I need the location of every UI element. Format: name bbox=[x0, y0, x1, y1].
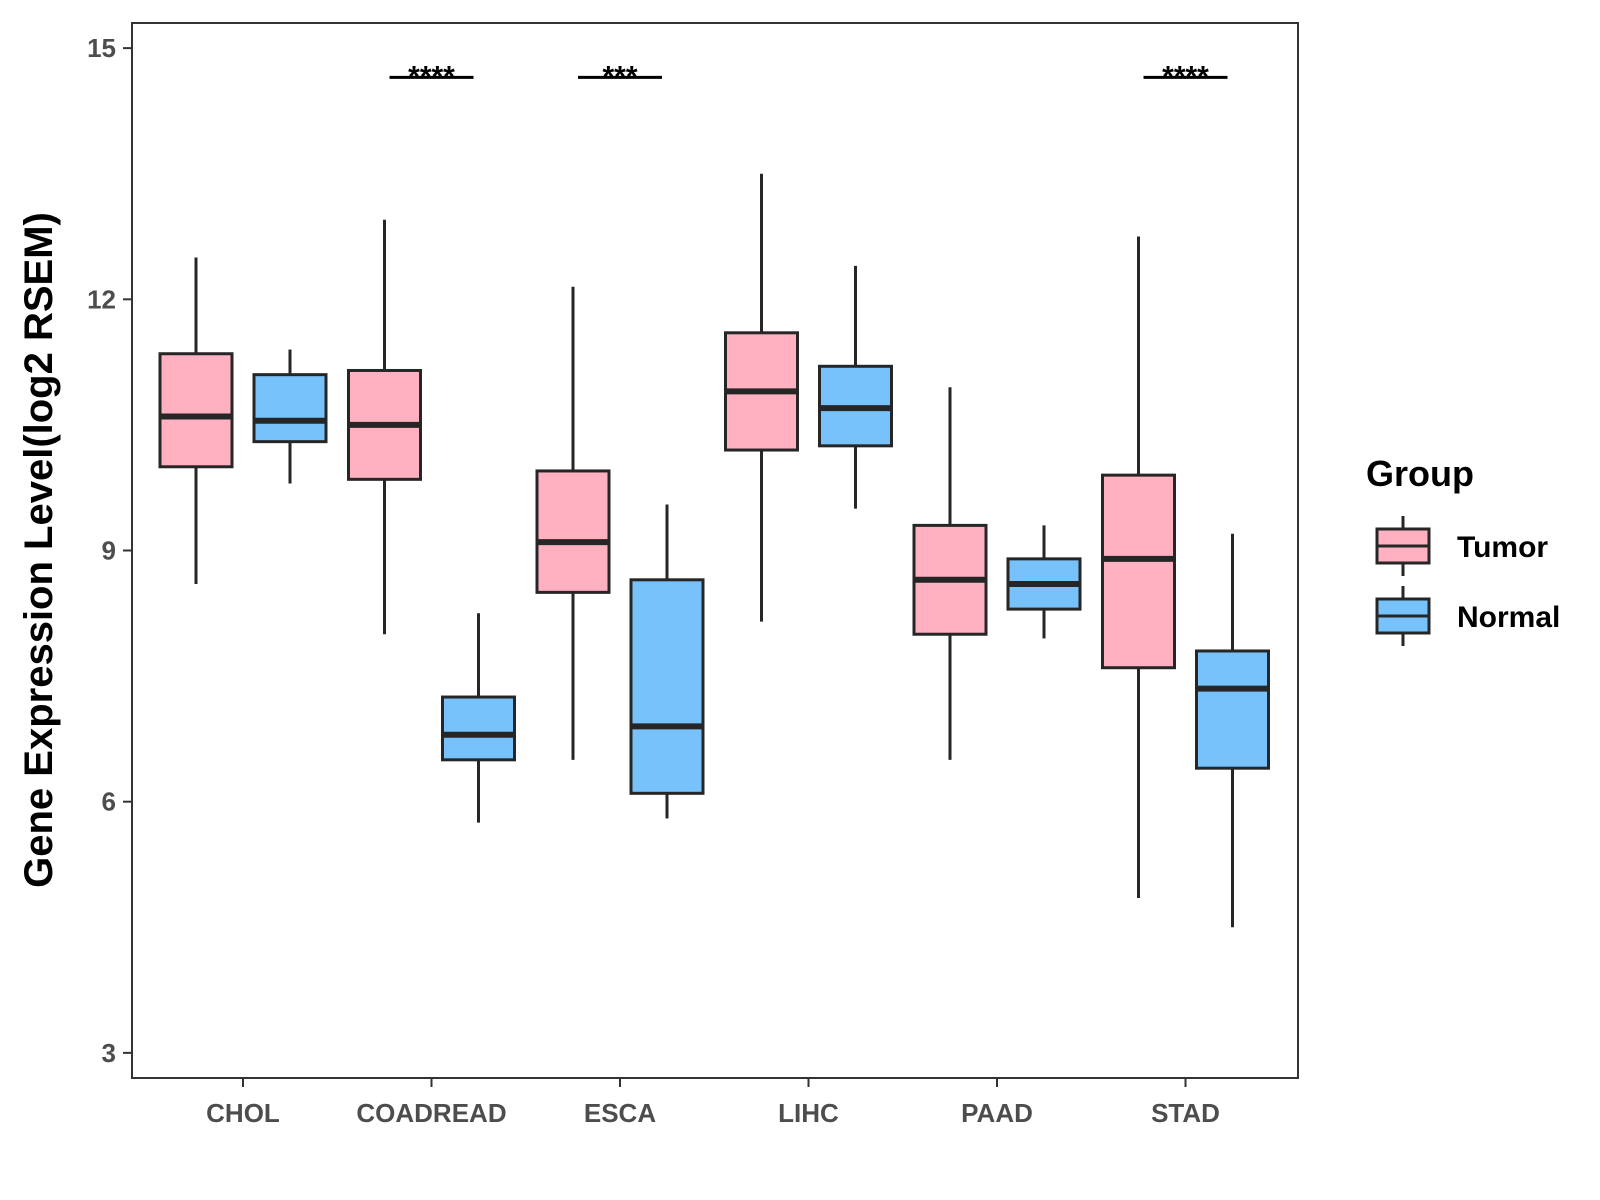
box-iqr bbox=[1101, 473, 1176, 670]
significance-label: **** bbox=[1162, 60, 1209, 93]
box-series bbox=[158, 173, 1270, 928]
box-iqr bbox=[1195, 649, 1270, 770]
y-tick-label: 9 bbox=[102, 536, 116, 566]
significance-label: *** bbox=[602, 60, 637, 93]
x-axis: CHOL COADREAD ESCA LIHC PAAD STAD bbox=[206, 1078, 1220, 1128]
box-normal-esca bbox=[629, 504, 705, 819]
legend-key-normal bbox=[1375, 586, 1431, 646]
box-tumor-lihc bbox=[724, 173, 799, 622]
legend: Group Tumor Normal bbox=[1366, 453, 1560, 646]
box-normal-chol bbox=[252, 349, 328, 484]
x-tick-label: PAAD bbox=[961, 1098, 1033, 1128]
y-tick-label: 12 bbox=[87, 284, 116, 314]
significance-label: **** bbox=[408, 60, 455, 93]
box-tumor-esca bbox=[535, 286, 611, 760]
box-iqr bbox=[158, 352, 234, 469]
significance-annotations: **** *** **** bbox=[389, 60, 1228, 93]
box-tumor-stad bbox=[1101, 236, 1176, 898]
x-tick-label: ESCA bbox=[584, 1098, 656, 1128]
box-iqr bbox=[535, 469, 611, 594]
y-tick-label: 6 bbox=[102, 787, 116, 817]
y-axis: 3 6 9 12 15 bbox=[87, 33, 132, 1068]
legend-label-tumor: Tumor bbox=[1457, 531, 1548, 564]
box-normal-paad bbox=[1006, 525, 1082, 639]
y-tick-label: 3 bbox=[102, 1038, 116, 1068]
x-tick-label: STAD bbox=[1151, 1098, 1220, 1128]
box-tumor-paad bbox=[912, 387, 988, 760]
legend-label-normal: Normal bbox=[1457, 601, 1560, 634]
box-iqr bbox=[629, 578, 705, 795]
box-normal-lihc bbox=[818, 265, 893, 509]
x-tick-label: COADREAD bbox=[356, 1098, 506, 1128]
x-tick-label: CHOL bbox=[206, 1098, 280, 1128]
box-iqr bbox=[441, 695, 516, 762]
y-tick-label: 15 bbox=[87, 33, 116, 63]
box-normal-coadread bbox=[441, 613, 516, 823]
legend-key-tumor bbox=[1375, 516, 1431, 576]
box-normal-stad bbox=[1195, 533, 1270, 928]
y-axis-title: Gene Expression Level(log2 RSEM) bbox=[17, 212, 61, 888]
legend-title: Group bbox=[1366, 453, 1474, 494]
box-iqr bbox=[252, 373, 328, 444]
box-tumor-coadread bbox=[347, 219, 422, 635]
box-tumor-chol bbox=[158, 257, 234, 584]
x-tick-label: LIHC bbox=[778, 1098, 839, 1128]
